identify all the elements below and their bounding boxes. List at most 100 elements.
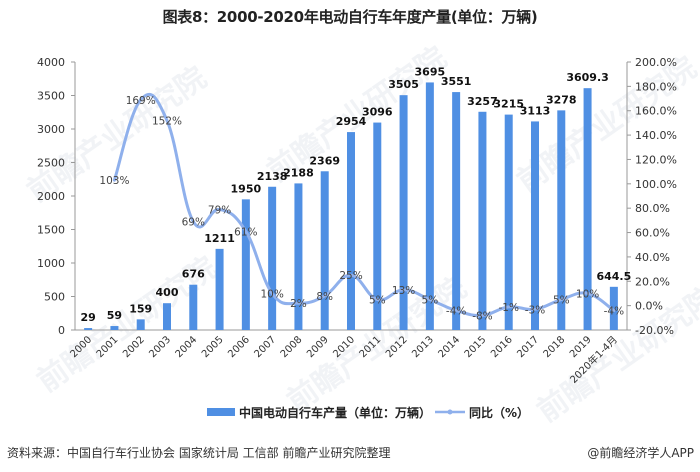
bar (163, 303, 171, 330)
x-tick-label: 2016 (489, 334, 515, 360)
line-value-label: -1% (498, 302, 518, 314)
bar-value-label: 3505 (388, 78, 419, 91)
bar-value-label: 3551 (441, 75, 472, 88)
bar-value-label: 3257 (467, 95, 498, 108)
bar-value-label: 3278 (546, 93, 577, 106)
legend-bar-swatch (207, 408, 235, 416)
x-tick-label: 2012 (384, 334, 410, 360)
x-tick-label: 2005 (200, 334, 226, 360)
line-value-label: 103% (99, 175, 129, 187)
right-tick-label: 120.0% (635, 153, 677, 166)
bar (504, 114, 513, 330)
right-tick-label: 80.0% (635, 202, 670, 215)
right-tick-label: 200.0% (635, 56, 677, 69)
bar-value-label: 676 (182, 268, 205, 281)
bar (609, 286, 618, 330)
x-tick-label: 2002 (121, 334, 147, 360)
bar (452, 92, 461, 330)
bar-value-label: 2138 (257, 170, 288, 183)
bar-value-label: 3113 (520, 104, 551, 117)
bar (399, 95, 408, 330)
bar (110, 326, 119, 330)
bar (241, 199, 250, 330)
bar-value-label: 1950 (231, 182, 262, 195)
left-tick-label: 0 (58, 324, 65, 337)
line-value-label: 152% (152, 115, 182, 127)
right-tick-label: 160.0% (635, 105, 677, 118)
bar (268, 186, 277, 330)
left-tick-label: 1000 (37, 257, 65, 270)
bar-value-label: 2954 (336, 115, 367, 128)
line-value-label: -4% (604, 306, 624, 318)
bar (189, 284, 198, 330)
bar (320, 171, 329, 330)
x-tick-label: 2018 (542, 334, 568, 360)
line-value-label: 13% (392, 285, 415, 297)
left-tick-label: 1500 (37, 224, 65, 237)
line-value-label: -8% (472, 310, 492, 322)
x-tick-label: 2007 (252, 334, 278, 360)
bar-value-label: 1211 (204, 232, 235, 245)
line-value-label: 5% (422, 295, 439, 307)
line-value-label: 5% (369, 295, 386, 307)
bar-value-label: 3215 (493, 98, 524, 111)
bar (557, 110, 566, 331)
x-tick-label: 2013 (410, 334, 436, 360)
bar-value-label: 400 (156, 286, 179, 299)
legend-line-label: 同比（%） (469, 405, 529, 420)
left-tick-label: 3000 (37, 123, 65, 136)
bar (215, 248, 224, 330)
bar-value-label: 3695 (415, 65, 446, 78)
bar (583, 88, 592, 330)
left-tick-label: 2000 (37, 190, 65, 203)
line-value-label: -3% (525, 304, 545, 316)
x-tick-label: 2009 (305, 334, 331, 360)
x-tick-label: 2004 (174, 334, 200, 360)
x-tick-label: 2001 (95, 334, 121, 360)
bar (84, 328, 93, 330)
right-tick-label: 180.0% (635, 80, 677, 93)
bar-value-label: 59 (107, 309, 122, 322)
legend-line-marker (447, 409, 453, 415)
x-tick-label: 2006 (226, 334, 252, 360)
bar-value-label: 3096 (362, 106, 393, 119)
left-tick-label: 500 (44, 291, 65, 304)
bar (425, 82, 434, 330)
bar-value-label: 159 (129, 302, 152, 315)
right-tick-label: -20.0% (635, 324, 674, 337)
yoy-line (112, 93, 616, 318)
credit-note: @前瞻经济学人APP (587, 446, 694, 460)
line-value-label: 8% (316, 291, 333, 303)
legend-bar-label: 中国电动自行车产量（单位：万辆） (239, 405, 431, 420)
left-tick-label: 3500 (37, 90, 65, 103)
right-tick-label: 40.0% (635, 251, 670, 264)
line-value-label: 10% (576, 288, 599, 300)
line-value-label: 5% (553, 295, 570, 307)
line-value-label: -4% (446, 306, 466, 318)
bar (294, 183, 303, 330)
x-tick-label: 2008 (279, 334, 305, 360)
bar (373, 122, 382, 331)
bar-value-label: 3609.3 (566, 71, 608, 84)
right-tick-label: 140.0% (635, 129, 677, 142)
right-tick-label: 60.0% (635, 227, 670, 240)
chart-title: 图表8：2000-2020年电动自行车年度产量(单位：万辆) (162, 8, 538, 26)
source-note: 资料来源：中国自行车行业协会 国家统计局 工信部 前瞻产业研究院整理 (7, 446, 391, 460)
line-value-label: 69% (182, 217, 205, 229)
bar (136, 319, 145, 330)
x-tick-label: 2015 (463, 334, 489, 360)
line-value-label: 2% (290, 298, 307, 310)
bar-value-label: 2369 (309, 154, 340, 167)
x-tick-label: 2000 (68, 334, 94, 360)
line-value-label: 169% (126, 95, 156, 107)
x-tick-label: 2017 (515, 334, 541, 360)
line-value-label: 10% (260, 288, 283, 300)
line-value-label: 61% (234, 226, 257, 238)
line-value-label: 25% (339, 270, 362, 282)
left-tick-label: 2500 (37, 157, 65, 170)
bar-value-label: 2188 (283, 166, 314, 179)
x-tick-label: 2010 (331, 334, 357, 360)
x-tick-label: 2011 (358, 334, 384, 360)
bar-value-label: 644.5 (596, 270, 631, 283)
